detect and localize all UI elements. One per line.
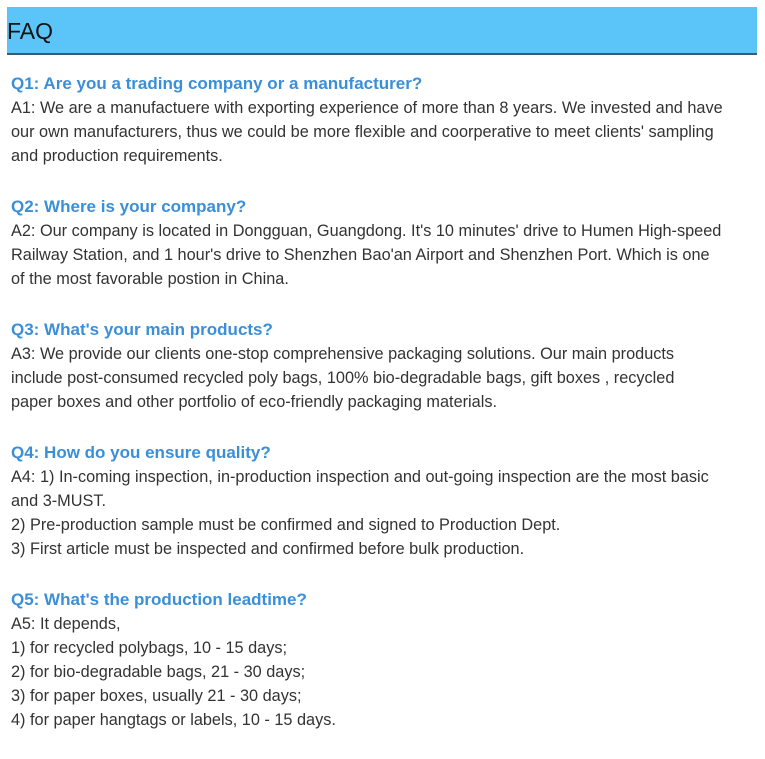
faq-answer-line: and production requirements. (11, 147, 223, 165)
faq-question: Q5: What's the production leadtime? (11, 590, 307, 609)
faq-answer-line: A3: We provide our clients one-stop comp… (11, 345, 675, 363)
faq-item: Q4: How do you ensure quality? A4: 1) In-… (11, 441, 761, 561)
faq-item: Q1: Are you a trading company or a manuf… (11, 72, 761, 168)
faq-item: Q5: What's the production leadtime? A5: I… (11, 588, 761, 732)
faq-answer-line: A4: 1) In-coming inspection, in-producti… (11, 468, 709, 486)
faq-answer-line: 3) for paper boxes, usually 21 - 30 days… (11, 687, 302, 705)
faq-answer-line: A1: We are a manufactuere with exporting… (11, 99, 723, 117)
faq-answer-line: paper boxes and other portfolio of eco-f… (11, 393, 498, 411)
faq-answer-line: include post-consumed recycled poly bags… (11, 369, 675, 387)
faq-answer-line: of the most favorable postion in China. (11, 270, 289, 288)
faq-answer-line: Railway Station, and 1 hour's drive to S… (11, 246, 710, 264)
faq-question: Q4: How do you ensure quality? (11, 443, 271, 462)
faq-answer-line: and 3-MUST. (11, 492, 107, 510)
faq-answer-line: 1) for recycled polybags, 10 - 15 days; (11, 639, 288, 657)
faq-question: Q3: What's your main products? (11, 320, 273, 339)
faq-answer-line: our own manufacturers, thus we could be … (11, 123, 714, 141)
faq-answer-line: A2: Our company is located in Dongguan, … (11, 222, 722, 240)
faq-answer-line: 4) for paper hangtags or labels, 10 - 15… (11, 711, 336, 729)
faq-list: Q1: Are you a trading company or a manuf… (11, 72, 761, 759)
faq-answer-line: A5: It depends, (11, 615, 121, 633)
faq-header: FAQ (7, 7, 757, 55)
faq-answer-line: 3) First article must be inspected and c… (11, 540, 525, 558)
faq-question: Q1: Are you a trading company or a manuf… (11, 74, 423, 93)
faq-answer-line: 2) for bio-degradable bags, 21 - 30 days… (11, 663, 306, 681)
faq-item: Q3: What's your main products? A3: We pro… (11, 318, 761, 414)
faq-answer-line: 2) Pre-production sample must be confirm… (11, 516, 561, 534)
faq-question: Q2: Where is your company? (11, 197, 247, 216)
faq-item: Q2: Where is your company? A2: Our compan… (11, 195, 761, 291)
page-title: FAQ (7, 18, 54, 44)
